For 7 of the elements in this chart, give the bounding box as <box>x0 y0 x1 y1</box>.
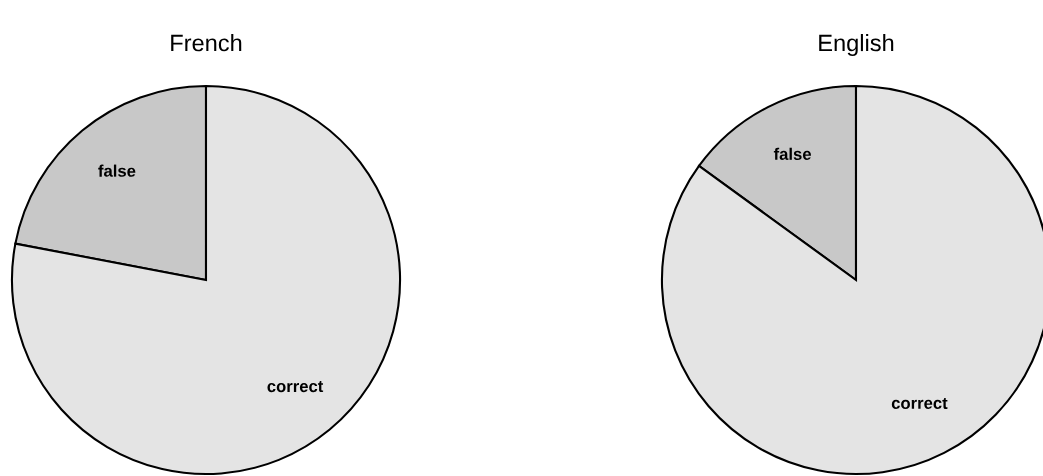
chart-title: French <box>171 34 242 52</box>
chart-title: English <box>819 34 894 56</box>
pie-slice <box>10 84 402 476</box>
slice-label: false <box>98 164 136 177</box>
slice-label: correct <box>891 397 948 409</box>
slice-label: false <box>773 147 811 160</box>
slice-label: correct <box>267 381 324 393</box>
